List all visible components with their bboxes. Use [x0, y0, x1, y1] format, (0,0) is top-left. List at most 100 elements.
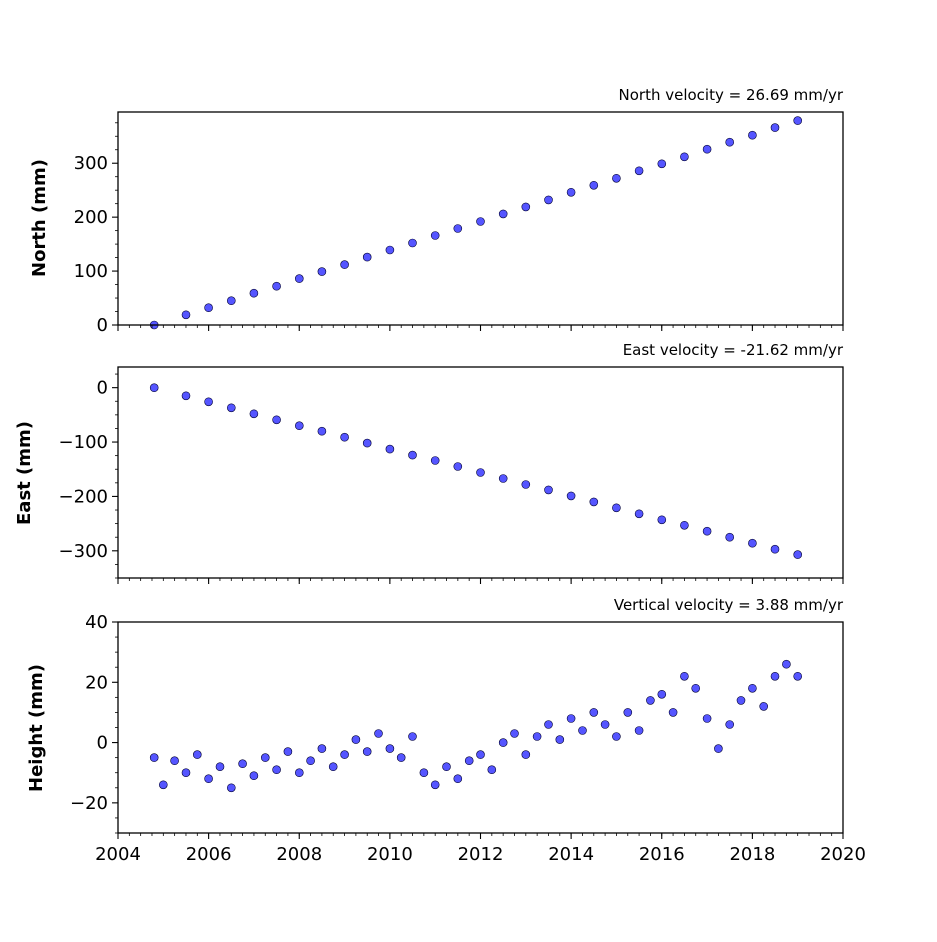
height-data-point	[759, 702, 769, 711]
east-data-point	[476, 468, 485, 477]
height-data-point	[227, 783, 236, 793]
east-data-point	[453, 462, 463, 471]
north-data-point	[249, 288, 259, 298]
east-data-point	[362, 438, 372, 448]
east-data-point	[294, 421, 304, 431]
height-x-tick-label: 2010	[367, 844, 413, 865]
north-data-point	[680, 152, 689, 162]
height-data-point	[385, 744, 395, 753]
height-y-tick-label: −20	[70, 793, 108, 814]
height-data-point	[680, 671, 689, 681]
height-x-tick-label: 2008	[276, 844, 322, 865]
east-data-point	[249, 409, 259, 419]
north-data-point	[362, 252, 372, 262]
height-data-point	[317, 744, 327, 753]
height-data-point	[215, 762, 225, 772]
east-data-point	[340, 432, 349, 442]
north-data-point	[227, 296, 236, 306]
height-title: Vertical velocity = 3.88 mm/yr	[614, 596, 844, 614]
north-data-point	[612, 174, 621, 183]
north-data-point	[770, 123, 780, 132]
north-data-point	[340, 260, 349, 269]
height-x-tick-label: 2014	[548, 844, 594, 865]
height-data-point	[668, 708, 678, 717]
height-x-tick-label: 2004	[95, 844, 141, 865]
height-data-point	[725, 720, 735, 729]
height-axes-frame	[117, 621, 844, 834]
height-data-point	[714, 744, 723, 753]
east-data-point	[544, 485, 553, 495]
north-data-point	[521, 202, 531, 212]
north-data-point	[204, 303, 213, 313]
height-data-point	[340, 750, 349, 759]
height-ticks: 2004 2006 2008 2010 2012 2014 2016 2018 2020 −20 0…	[70, 612, 866, 865]
north-title: North velocity = 26.69 mm/yr	[619, 86, 844, 104]
height-data-point	[442, 762, 451, 772]
height-data-point	[589, 708, 599, 717]
east-y-tick-label: −100	[59, 432, 108, 453]
height-data-point	[476, 750, 485, 759]
height-x-tick-label: 2012	[458, 844, 504, 865]
east-data-point	[227, 403, 236, 413]
height-data-point	[555, 735, 565, 744]
north-data-point	[408, 238, 417, 248]
east-data-point	[634, 509, 644, 519]
height-data-point	[464, 756, 474, 766]
height-data-point	[159, 780, 168, 790]
north-data-point	[589, 181, 599, 190]
north-data-point	[498, 209, 508, 219]
height-data-point	[521, 750, 531, 759]
height-points	[149, 659, 803, 793]
height-data-point	[510, 729, 519, 738]
north-y-tick-label: 200	[74, 207, 108, 228]
east-data-point	[748, 538, 757, 548]
height-data-point	[578, 726, 587, 735]
east-data-point	[612, 503, 621, 513]
height-data-point	[430, 780, 440, 790]
height-data-point	[793, 671, 803, 681]
east-data-point	[589, 497, 599, 507]
height-data-point	[181, 768, 191, 778]
north-data-point	[544, 195, 553, 205]
height-data-point	[396, 753, 406, 762]
height-data-point	[770, 671, 780, 681]
north-data-point	[430, 231, 440, 240]
north-data-point	[385, 245, 395, 255]
height-data-point	[294, 768, 304, 778]
north-y-tick-label: 300	[74, 153, 108, 174]
height-y-tick-label: 40	[85, 612, 108, 633]
height-x-tick-label: 2018	[729, 844, 775, 865]
north-ticks: 0 100 200 300	[74, 122, 844, 336]
east-data-point	[430, 456, 440, 465]
east-data-point	[498, 474, 508, 483]
east-data-point	[408, 450, 417, 460]
height-ylabel: Height (mm)	[26, 664, 47, 792]
east-data-point	[317, 426, 327, 436]
chart-east: 0 −100 −200 −300 East velocity = -21.62 mm/…	[14, 341, 844, 584]
north-data-point	[725, 137, 735, 147]
north-data-point	[317, 267, 327, 276]
height-data-point	[600, 720, 610, 729]
height-data-point	[748, 683, 757, 693]
east-data-point	[149, 383, 159, 393]
east-title: East velocity = -21.62 mm/yr	[623, 341, 844, 359]
height-data-point	[328, 762, 338, 772]
height-data-point	[453, 774, 463, 784]
north-y-tick-label: 100	[74, 261, 108, 282]
height-data-point	[204, 774, 213, 784]
height-data-point	[498, 738, 508, 747]
north-y-tick-label: 0	[97, 315, 108, 336]
height-x-tick-label: 2006	[186, 844, 232, 865]
height-data-point	[544, 720, 553, 729]
north-data-point	[748, 130, 757, 140]
east-y-tick-label: −300	[59, 541, 108, 562]
height-data-point	[374, 729, 383, 738]
north-data-point	[793, 116, 803, 125]
height-data-point	[249, 771, 259, 781]
east-y-tick-label: −200	[59, 486, 108, 507]
height-x-tick-label: 2020	[820, 844, 866, 865]
height-data-point	[566, 714, 576, 723]
north-data-point	[453, 224, 463, 233]
height-data-point	[351, 735, 361, 744]
